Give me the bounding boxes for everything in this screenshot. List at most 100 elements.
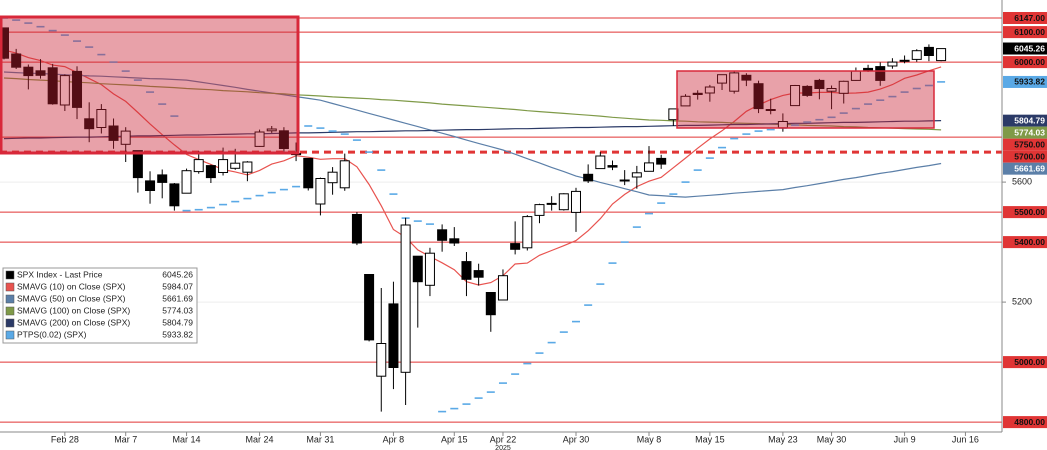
candle-body — [887, 61, 898, 67]
value-box-label: 5750.00 — [1014, 139, 1045, 149]
value-box — [1003, 150, 1047, 163]
moving-average-line — [3, 71, 942, 198]
candle-body — [303, 157, 314, 189]
year-label: 2025 — [495, 445, 511, 450]
candle-body — [546, 202, 557, 205]
zones — [0, 15, 935, 155]
candle-body — [473, 270, 484, 278]
candle-body — [120, 130, 131, 145]
candle-body — [802, 85, 813, 96]
candle-body — [570, 190, 581, 213]
value-box-label: 5700.00 — [1014, 151, 1045, 161]
candle-body — [936, 48, 947, 62]
candle-body — [437, 229, 448, 241]
axis: 5200 5600 Feb 28 Mar 7 Mar 14 Mar 24 Mar 31 Apr… — [51, 12, 1047, 450]
x-tick-label: Jun 16 — [952, 434, 979, 444]
x-tick-label: Jun 9 — [894, 434, 916, 444]
legend-value: 5804.79 — [162, 317, 193, 327]
candle-body — [181, 170, 192, 194]
candle-body — [23, 66, 34, 77]
candle-body — [534, 204, 545, 216]
legend: SPX Index - Last Price 6045.26 SMAVG (10) … — [2, 267, 198, 344]
candle-body — [838, 80, 849, 94]
moving-average-line — [3, 49, 942, 286]
candle-body — [607, 165, 618, 168]
candle-body — [911, 50, 922, 60]
candle-body — [254, 131, 265, 147]
x-tick-label: Mar 31 — [306, 434, 334, 444]
x-tick-label: May 15 — [695, 434, 725, 444]
candle-body — [412, 255, 423, 283]
candle-body — [619, 179, 630, 182]
candle-body — [704, 86, 715, 94]
value-box — [1003, 75, 1047, 88]
candle-body — [157, 174, 168, 183]
legend-label: SMAVG (50) on Close (SPX) — [17, 293, 126, 303]
candle-body — [461, 261, 472, 280]
legend-swatch — [5, 282, 15, 292]
candle-body — [790, 85, 801, 107]
value-box — [1003, 236, 1047, 249]
value-box — [1003, 26, 1047, 39]
value-box-label: 5774.03 — [1014, 127, 1045, 137]
legend-value: 5774.03 — [162, 305, 193, 315]
candle-body — [108, 125, 119, 141]
legend-value: 5661.69 — [162, 293, 193, 303]
candle-body — [47, 67, 58, 105]
candle-body — [875, 66, 886, 81]
candle-body — [449, 238, 460, 244]
legend-swatch — [5, 294, 15, 304]
candle-body — [351, 214, 362, 244]
candle-body — [680, 95, 691, 107]
candle-body — [765, 109, 776, 111]
candle-body — [595, 155, 606, 170]
candle-body — [242, 161, 253, 173]
candle-body — [278, 130, 289, 150]
candle-body — [364, 274, 375, 341]
candle-body — [11, 53, 22, 68]
candle-body — [35, 70, 46, 76]
resistance-zone — [0, 15, 300, 155]
legend-value: 5933.82 — [162, 329, 193, 339]
candle-body — [631, 172, 642, 178]
candle-body — [522, 216, 533, 249]
value-box — [1003, 56, 1047, 69]
candle-body — [510, 243, 521, 250]
value-box-label: 4800.00 — [1014, 417, 1045, 427]
value-box — [1003, 206, 1047, 219]
candle-body — [96, 109, 107, 128]
candle-body — [145, 180, 156, 191]
legend-box — [2, 267, 198, 344]
legend-label: SMAVG (200) on Close (SPX) — [17, 317, 130, 327]
candle-body — [485, 292, 496, 316]
value-box-label: 5000.00 — [1014, 357, 1045, 367]
x-tick-label: May 23 — [768, 434, 798, 444]
value-box-label: 5400.00 — [1014, 237, 1045, 247]
candle-body — [899, 59, 910, 62]
legend-swatch — [5, 318, 15, 328]
resistance-zone — [676, 70, 935, 129]
candle-body — [656, 157, 667, 165]
candle-body — [814, 79, 825, 90]
candle-body — [717, 74, 728, 84]
candle-body — [644, 162, 655, 172]
legend-swatch — [5, 270, 15, 280]
value-box — [1003, 356, 1047, 369]
candle-body — [59, 75, 70, 106]
candle-body — [668, 108, 679, 121]
candle-body — [376, 343, 387, 377]
y-tick-label: 5600 — [1012, 176, 1032, 186]
candle-body — [327, 171, 338, 184]
x-tick-label: Apr 15 — [441, 434, 468, 444]
candle-body — [339, 160, 350, 189]
candle-body — [558, 193, 569, 211]
legend-value: 6045.26 — [162, 269, 193, 279]
candle-body — [753, 83, 764, 110]
x-tick-label: Feb 28 — [51, 434, 79, 444]
value-box — [1003, 126, 1047, 139]
legend-swatch — [5, 330, 15, 340]
candle-body — [0, 27, 9, 59]
candle-body — [692, 92, 703, 96]
x-tick-label: Mar 7 — [114, 434, 137, 444]
